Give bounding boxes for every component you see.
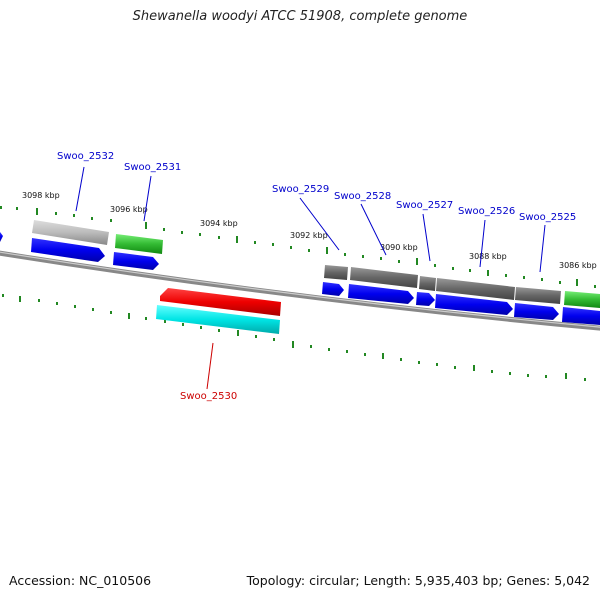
gene-leader-lines	[75, 166, 546, 390]
gene-label-swoo-2525[interactable]: Swoo_2525	[519, 212, 576, 223]
gene-feature-swoo-2531[interactable]	[115, 234, 163, 254]
tick-label: 3092 kbp	[290, 231, 328, 240]
cds-arrow-swoo-2532[interactable]	[31, 238, 105, 262]
cds-arrow-swoo-2528[interactable]	[348, 284, 414, 304]
gene-feature-swoo-2529[interactable]	[324, 265, 348, 280]
accession-label: Accession: NC_010506	[9, 573, 152, 588]
genome-backbone	[0, 250, 600, 331]
gene-label-swoo-2529[interactable]: Swoo_2529	[272, 184, 329, 195]
outer-tick-track	[0, 206, 596, 288]
reverse-track	[156, 288, 281, 334]
tick-label: 3094 kbp	[200, 219, 238, 228]
cds-arrow-swoo-2529[interactable]	[322, 282, 344, 296]
gene-feature-green-right[interactable]	[564, 291, 600, 308]
cds-arrow-swoo-2527[interactable]	[416, 292, 435, 306]
gene-feature-swoo-2525[interactable]	[515, 287, 561, 304]
cds-arrow-left-edge[interactable]	[0, 232, 3, 242]
inner-tick-track	[2, 294, 586, 381]
cds-arrow-swoo-2525[interactable]	[514, 303, 559, 320]
tick-label: 3090 kbp	[380, 243, 418, 252]
gene-feature-swoo-2532[interactable]	[32, 220, 109, 245]
gene-feature-swoo-2526[interactable]	[436, 278, 515, 300]
cds-arrow-swoo-2531[interactable]	[113, 252, 159, 270]
forward-cds-track	[0, 232, 600, 325]
cds-arrow-right[interactable]	[562, 307, 600, 325]
tick-label: 3098 kbp	[22, 191, 60, 200]
gene-label-swoo-2528[interactable]: Swoo_2528	[334, 191, 391, 202]
gene-feature-swoo-2530[interactable]	[160, 288, 281, 316]
tick-label: 3096 kbp	[110, 205, 148, 214]
gene-feature-swoo-2527[interactable]	[419, 276, 436, 291]
tick-label: 3088 kbp	[469, 252, 507, 261]
map-title: Shewanella woodyi ATCC 51908, complete g…	[132, 9, 468, 24]
forward-gene-track	[32, 220, 600, 308]
gene-feature-swoo-2528[interactable]	[350, 267, 418, 288]
cds-arrow-swoo-2530[interactable]	[156, 305, 280, 334]
gene-label-swoo-2526[interactable]: Swoo_2526	[458, 206, 515, 217]
gene-label-swoo-2531[interactable]: Swoo_2531	[124, 162, 181, 173]
gene-label-swoo-2532[interactable]: Swoo_2532	[57, 151, 114, 162]
gene-label-swoo-2527[interactable]: Swoo_2527	[396, 200, 453, 211]
gene-label-swoo-2530[interactable]: Swoo_2530	[180, 391, 237, 402]
cds-arrow-swoo-2526[interactable]	[435, 294, 513, 315]
genome-stats-label: Topology: circular; Length: 5,935,403 bp…	[246, 573, 590, 588]
tick-label: 3086 kbp	[559, 261, 597, 270]
